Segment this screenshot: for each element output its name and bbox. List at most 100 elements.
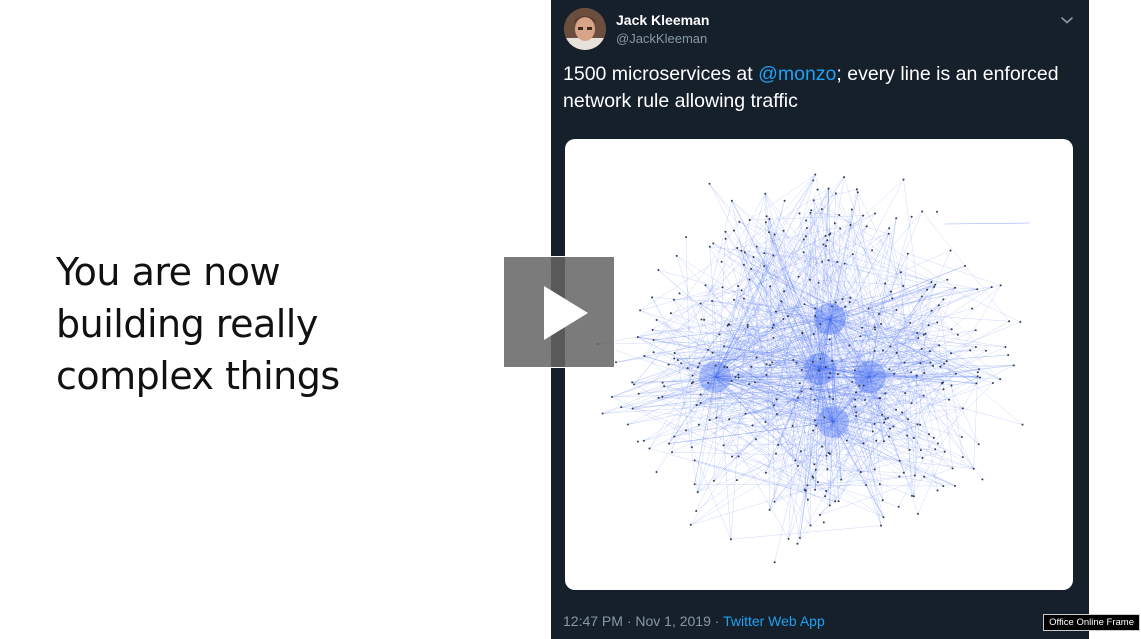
graph-node	[708, 245, 711, 248]
mention-link[interactable]: @monzo	[758, 63, 837, 85]
graph-node	[802, 238, 805, 241]
graph-node	[878, 397, 881, 400]
play-button[interactable]	[503, 256, 615, 368]
graph-node	[897, 505, 900, 508]
graph-node	[755, 356, 758, 359]
graph-node	[737, 285, 739, 287]
graph-node	[800, 450, 802, 453]
graph-node	[949, 249, 952, 252]
graph-node	[800, 390, 803, 393]
graph-node	[932, 364, 935, 367]
graph-node	[620, 406, 623, 409]
author-name[interactable]: Jack Kleeman	[616, 12, 710, 28]
graph-node	[652, 351, 655, 354]
graph-node	[673, 352, 676, 354]
graph-node	[873, 468, 876, 471]
graph-node	[890, 290, 892, 293]
graph-node	[828, 338, 831, 341]
graph-node	[831, 359, 834, 362]
graph-node	[772, 323, 775, 326]
graph-node	[818, 513, 821, 516]
graph-node	[763, 252, 766, 255]
office-online-frame-label[interactable]: Office Online Frame	[1043, 614, 1140, 631]
graph-node	[917, 337, 920, 339]
graph-node	[990, 286, 993, 289]
graph-node	[939, 365, 942, 368]
graph-node	[888, 435, 891, 438]
graph-node	[689, 523, 692, 526]
graph-node	[633, 383, 636, 386]
graph-node	[819, 323, 822, 326]
graph-node	[828, 504, 831, 507]
graph-node	[901, 411, 904, 414]
graph-node	[692, 381, 694, 384]
graph-node	[810, 209, 813, 212]
graph-node	[792, 358, 795, 361]
graph-node	[919, 423, 922, 426]
graph-node	[855, 188, 858, 191]
graph-node	[601, 412, 604, 415]
graph-node	[937, 304, 940, 307]
graph-node	[712, 479, 715, 482]
graph-node	[921, 210, 924, 213]
graph-node	[655, 319, 658, 321]
graph-node	[691, 374, 694, 377]
graph-node	[718, 333, 721, 336]
graph-edge-lines	[597, 174, 1023, 563]
graph-node	[676, 359, 679, 361]
graph-node	[928, 350, 931, 353]
tweet-media-image[interactable]	[565, 139, 1073, 590]
graph-node	[668, 442, 671, 445]
graph-node	[976, 371, 979, 374]
graph-node	[791, 425, 794, 427]
graph-node	[724, 237, 727, 240]
graph-node	[819, 357, 822, 360]
graph-node	[773, 500, 776, 503]
author-handle[interactable]: @JackKleeman	[616, 31, 708, 46]
tweet-meta: 12:47 PM · Nov 1, 2019 · Twitter Web App	[563, 613, 825, 629]
graph-node	[685, 429, 687, 432]
graph-node	[859, 335, 862, 338]
graph-node	[910, 215, 913, 218]
graph-node	[744, 412, 747, 415]
graph-node	[882, 440, 885, 443]
graph-node	[895, 217, 898, 220]
graph-node	[908, 448, 911, 451]
graph-node	[814, 173, 817, 176]
graph-node	[826, 239, 829, 242]
graph-node	[883, 421, 886, 424]
graph-node	[704, 284, 707, 287]
graph-node	[923, 475, 926, 478]
graph-node	[637, 392, 640, 395]
graph-node	[631, 381, 634, 384]
graph-node	[824, 234, 827, 237]
graph-node	[700, 318, 703, 321]
chevron-down-icon[interactable]	[1059, 12, 1075, 28]
graph-node	[707, 381, 710, 384]
graph-node	[884, 418, 887, 420]
graph-node	[917, 512, 919, 515]
graph-node	[851, 253, 854, 256]
graph-node	[796, 542, 799, 545]
avatar[interactable]	[564, 8, 606, 50]
graph-node	[893, 372, 896, 375]
graph-node	[811, 360, 814, 363]
graph-node	[874, 328, 877, 331]
graph-node	[827, 259, 830, 262]
tweet-source-link[interactable]: Twitter Web App	[723, 613, 825, 629]
graph-node	[1019, 321, 1022, 323]
graph-node	[859, 471, 862, 473]
graph-node	[961, 407, 964, 410]
graph-node	[850, 208, 853, 211]
graph-node	[862, 384, 865, 387]
graph-node	[960, 436, 963, 438]
graph-node	[690, 446, 693, 449]
graph-node	[950, 352, 952, 355]
graph-node	[915, 374, 918, 377]
graph-node	[903, 361, 906, 364]
graph-node	[991, 382, 994, 384]
graph-node	[848, 344, 851, 347]
graph-node	[834, 500, 837, 503]
graph-node	[750, 267, 753, 270]
graph-node	[834, 192, 837, 195]
